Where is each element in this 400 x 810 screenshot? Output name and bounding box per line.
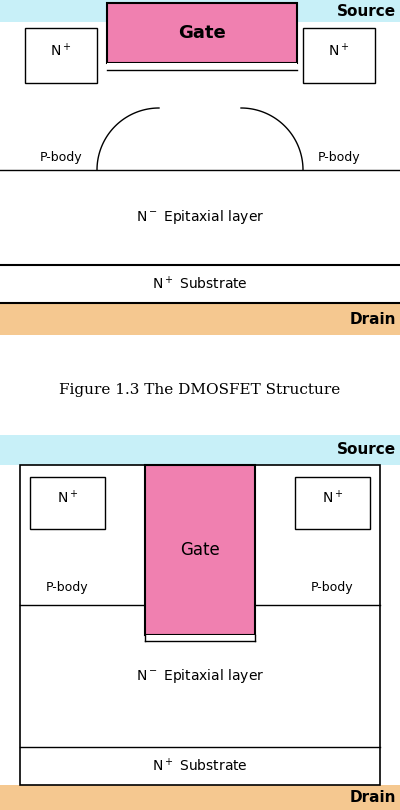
Bar [107, 3, 297, 63]
Text: Source: Source [337, 442, 396, 458]
Text: N$^-$ Epitaxial layer: N$^-$ Epitaxial layer [136, 208, 264, 227]
Bar [107, 63, 297, 70]
Bar [295, 477, 370, 529]
Text: N$^+$: N$^+$ [50, 42, 72, 59]
Bar [0, 435, 400, 465]
Text: N$^+$: N$^+$ [57, 489, 78, 506]
Text: Drain: Drain [350, 312, 396, 326]
Bar [145, 635, 255, 641]
Text: N$^+$: N$^+$ [322, 489, 343, 506]
Text: N$^-$ Epitaxial layer: N$^-$ Epitaxial layer [136, 667, 264, 685]
Bar [0, 785, 400, 810]
Text: Gate: Gate [180, 541, 220, 559]
Text: Source: Source [337, 3, 396, 19]
Bar [30, 477, 105, 529]
Bar [0, 170, 400, 265]
Text: P-body: P-body [311, 581, 354, 594]
Bar [145, 465, 255, 635]
Bar [0, 22, 400, 170]
Bar [25, 28, 97, 83]
Text: Figure 1.3 The DMOSFET Structure: Figure 1.3 The DMOSFET Structure [59, 383, 341, 397]
Bar [0, 265, 400, 303]
Text: Gate: Gate [178, 24, 226, 42]
Text: N$^+$: N$^+$ [328, 42, 350, 59]
Bar [20, 465, 380, 785]
Bar [0, 0, 400, 22]
Text: N$^+$ Substrate: N$^+$ Substrate [152, 275, 248, 292]
Text: N$^+$ Substrate: N$^+$ Substrate [152, 757, 248, 774]
Text: Drain: Drain [350, 790, 396, 805]
Text: P-body: P-body [46, 581, 89, 594]
Bar [303, 28, 375, 83]
Text: P-body: P-body [318, 151, 360, 164]
Text: P-body: P-body [40, 151, 82, 164]
Bar [0, 303, 400, 335]
